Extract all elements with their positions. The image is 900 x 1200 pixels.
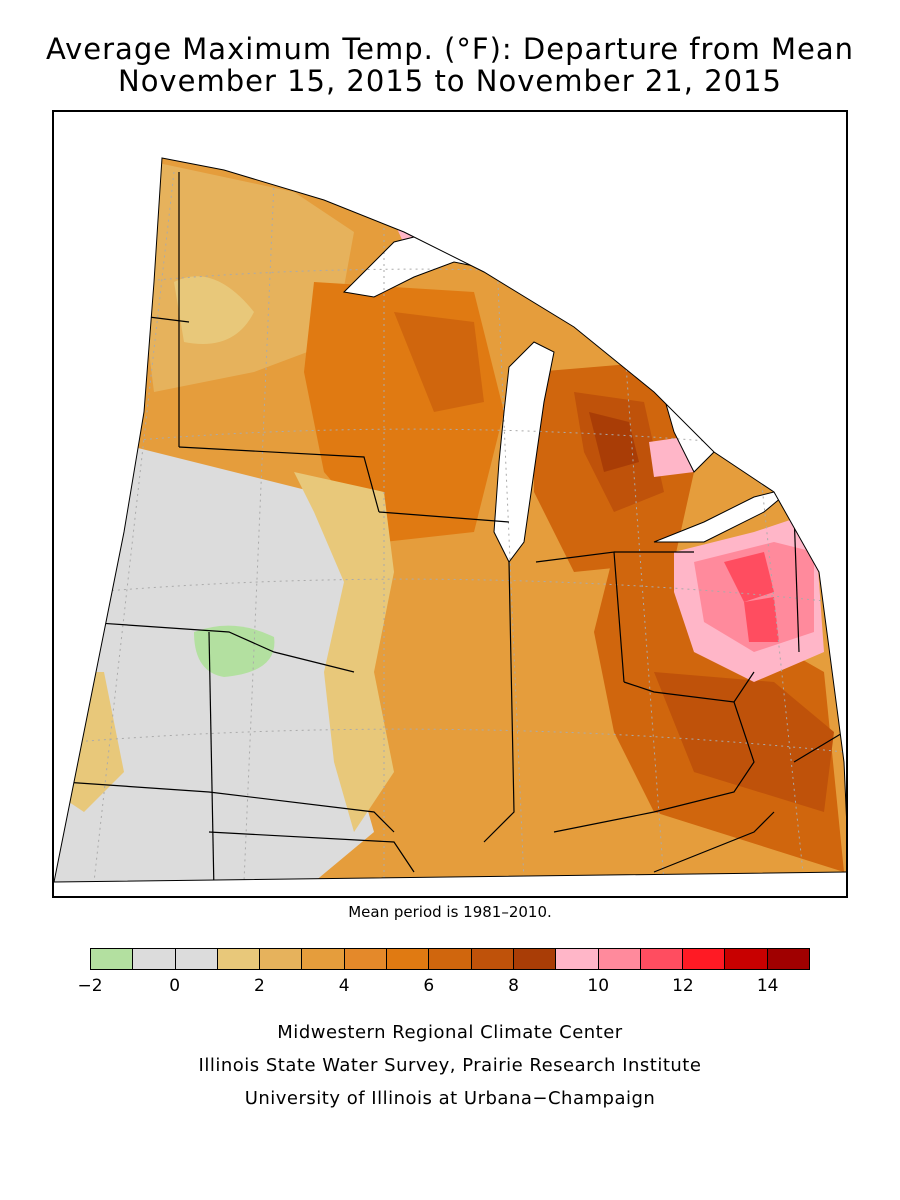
legend-swatch xyxy=(133,949,176,969)
legend-swatch xyxy=(767,949,810,969)
legend-tick-label: 10 xyxy=(587,976,610,996)
legend-swatch xyxy=(725,949,768,969)
legend-tick-label: 0 xyxy=(169,976,181,996)
legend-swatch xyxy=(513,949,557,969)
legend-tick-label: −2 xyxy=(77,976,103,996)
legend-tick-label: 14 xyxy=(756,976,779,996)
credit-line: University of Illinois at Urbana−Champai… xyxy=(244,1088,656,1109)
legend-swatch xyxy=(175,949,218,969)
color-legend xyxy=(90,948,810,970)
legend-swatch xyxy=(387,949,430,969)
legend-swatch xyxy=(217,949,261,969)
legend-swatch xyxy=(471,949,514,969)
credit-line: Illinois State Water Survey, Prairie Res… xyxy=(198,1055,702,1076)
legend-tick-label: 8 xyxy=(508,976,519,996)
map-date-range: November 15, 2015 to November 21, 2015 xyxy=(118,64,782,98)
legend-swatch xyxy=(556,949,599,969)
legend-swatch xyxy=(91,949,134,969)
legend-swatch xyxy=(640,949,684,969)
legend-swatch xyxy=(302,949,345,969)
legend-tick-label: 4 xyxy=(338,976,350,996)
legend-swatch xyxy=(344,949,388,969)
legend-swatch xyxy=(598,949,641,969)
temperature-departure-map xyxy=(52,110,848,898)
legend-swatch xyxy=(429,949,472,969)
mean-period-note: Mean period is 1981–2010. xyxy=(348,903,552,921)
map-title: Average Maximum Temp. (°F): Departure fr… xyxy=(45,32,855,66)
legend-swatch xyxy=(260,949,303,969)
legend-tick-label: 2 xyxy=(253,976,265,996)
legend-tick-label: 6 xyxy=(423,976,435,996)
credit-line: Midwestern Regional Climate Center xyxy=(277,1022,623,1043)
legend-tick-label: 12 xyxy=(672,976,694,996)
legend-swatch xyxy=(683,949,726,969)
